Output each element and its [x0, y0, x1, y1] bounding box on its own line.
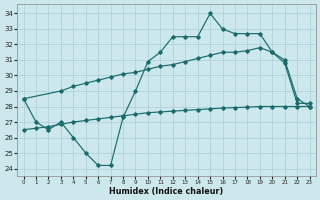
X-axis label: Humidex (Indice chaleur): Humidex (Indice chaleur) — [109, 187, 224, 196]
